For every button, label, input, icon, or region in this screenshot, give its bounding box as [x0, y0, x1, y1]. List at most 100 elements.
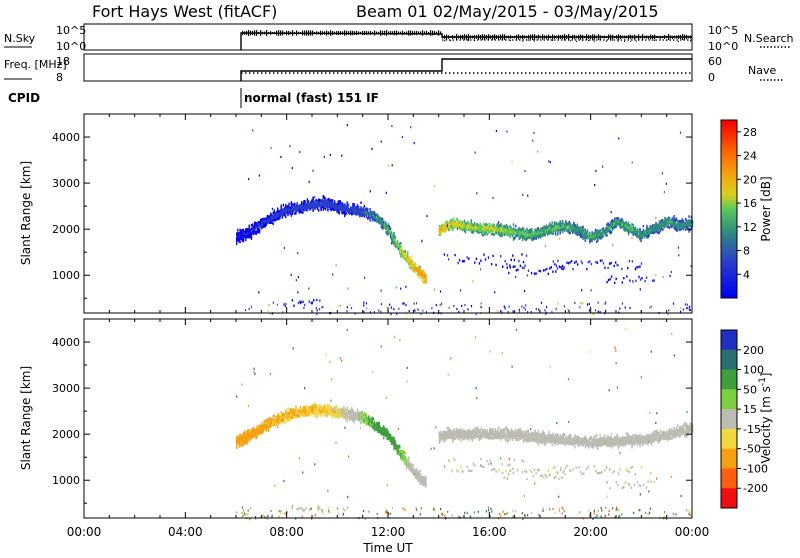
power-band-pixel: [610, 262, 611, 264]
power-noise-pixel: [245, 309, 246, 311]
power-pixel: [385, 231, 386, 234]
power-pixel: [243, 232, 244, 235]
power-band-pixel: [516, 269, 517, 271]
power-pixel: [285, 212, 286, 215]
power-pixel: [449, 226, 450, 229]
nsearch-noise-tick: [648, 38, 649, 39]
power-pixel: [385, 227, 386, 230]
power-noise-pixel: [461, 305, 462, 307]
power-band-pixel: [476, 258, 477, 260]
power-band-pixel: [571, 260, 572, 262]
power-band-pixel: [546, 268, 547, 270]
power-pixel: [259, 229, 260, 232]
power-pixel: [675, 228, 676, 231]
power-pixel: [526, 230, 527, 233]
power-pixel: [402, 250, 403, 253]
power-band-pixel: [531, 272, 532, 274]
power-pixel: [317, 208, 318, 211]
power-pixel: [412, 262, 413, 265]
power-pixel: [245, 239, 246, 242]
power-pixel: [359, 215, 360, 218]
power-pixel: [595, 231, 596, 234]
power-band-pixel: [293, 305, 294, 307]
power-noise-pixel: [389, 304, 390, 306]
power-band-pixel: [646, 277, 647, 279]
nsearch-noise-tick: [462, 38, 463, 39]
nsky-noise-tick: [330, 30, 331, 35]
power-noise-pixel: [371, 148, 372, 150]
power-band-pixel: [495, 264, 496, 266]
power-band-pixel: [562, 265, 563, 267]
power-pixel: [688, 219, 689, 222]
nsky-noise-tick: [588, 35, 589, 39]
power-pixel: [597, 232, 598, 235]
power-noise-pixel: [527, 195, 528, 197]
power-noise-pixel: [512, 161, 513, 163]
nsearch-noise-tick: [504, 39, 505, 40]
nsky-noise-tick: [424, 31, 425, 34]
power-pixel: [254, 231, 255, 234]
power-pixel: [340, 205, 341, 208]
nsky-noise-tick: [590, 35, 591, 39]
power-pixel: [612, 222, 613, 225]
power-band-pixel: [600, 260, 601, 262]
power-pixel: [308, 206, 309, 209]
power-noise-pixel: [560, 225, 561, 227]
power-pixel: [601, 236, 602, 239]
power-pixel: [555, 223, 556, 226]
power-pixel: [521, 232, 522, 235]
power-noise-pixel: [472, 280, 473, 282]
power-band-pixel: [603, 262, 604, 264]
power-pixel: [569, 225, 570, 228]
power-pixel: [578, 227, 579, 230]
power-band-pixel: [507, 267, 508, 269]
power-pixel: [680, 226, 681, 229]
power-noise-pixel: [417, 308, 418, 310]
power-pixel: [422, 275, 423, 278]
power-pixel: [498, 224, 499, 227]
power-noise-pixel: [336, 264, 337, 266]
power-noise-pixel: [291, 213, 292, 215]
power-noise-pixel: [655, 274, 656, 276]
nsky-noise-tick: [270, 31, 271, 35]
power-pixel: [676, 217, 677, 220]
power-pixel: [544, 234, 545, 237]
power-band-pixel: [520, 265, 521, 267]
power-noise-pixel: [546, 306, 547, 308]
power-noise-pixel: [251, 306, 252, 308]
nsky-noise-tick: [526, 36, 527, 39]
nsky-noise-tick: [618, 34, 619, 39]
power-pixel: [635, 230, 636, 233]
power-pixel: [291, 208, 292, 211]
power-pixel: [591, 233, 592, 236]
power-pixel: [320, 208, 321, 211]
power-pixel: [251, 230, 252, 233]
power-band-pixel: [521, 253, 522, 255]
power-pixel: [323, 202, 324, 205]
nsky-noise-tick: [690, 35, 691, 38]
power-noise-pixel: [651, 306, 652, 308]
power-pixel: [658, 229, 659, 232]
power-pixel: [466, 222, 467, 225]
velocity-scatter: [236, 327, 693, 520]
nsky-noise-tick: [418, 31, 419, 34]
power-pixel: [405, 255, 406, 258]
power-noise-pixel: [689, 306, 690, 308]
nsky-noise-tick: [534, 34, 535, 40]
nsky-noise-tick: [528, 35, 529, 39]
power-band-pixel: [444, 253, 445, 255]
nsky-noise-tick: [308, 30, 309, 35]
power-pixel: [677, 229, 678, 232]
nsky-noise-tick: [522, 35, 523, 39]
power-noise-pixel: [527, 274, 528, 276]
power-band-pixel: [616, 278, 617, 280]
power-noise-pixel: [471, 305, 472, 307]
power-pixel: [391, 237, 392, 240]
nsky-noise-tick: [262, 32, 263, 35]
nsky-noise-tick: [348, 31, 349, 34]
nsky-noise-tick: [318, 32, 319, 35]
nsky-noise-tick: [428, 32, 429, 34]
power-pixel: [660, 220, 661, 223]
nsearch-noise-tick: [534, 41, 535, 42]
power-pixel: [277, 215, 278, 218]
